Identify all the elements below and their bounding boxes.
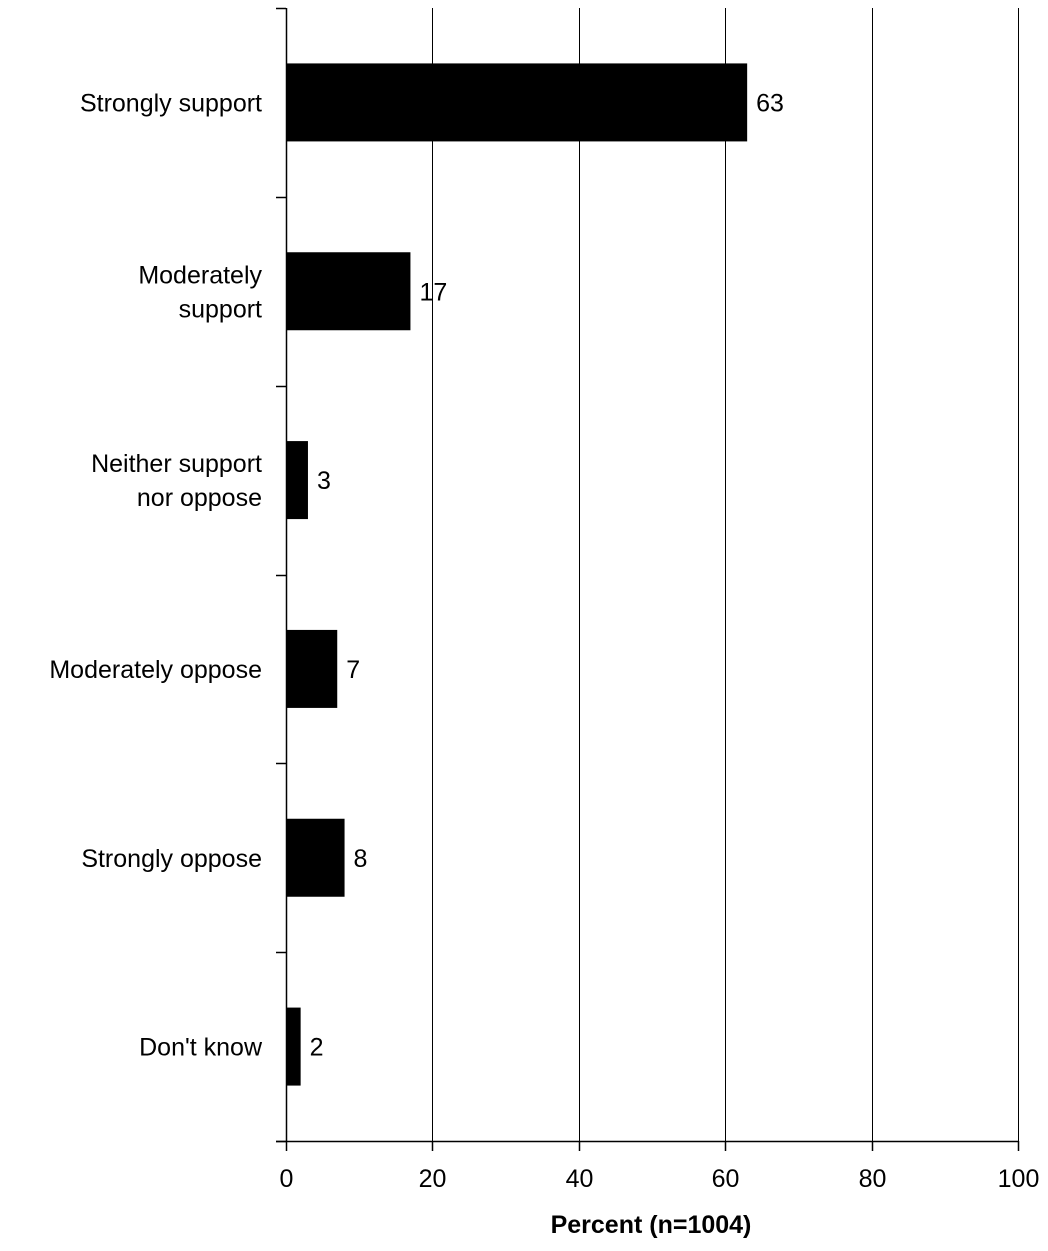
grid-lines — [432, 8, 1019, 1141]
bar-4 — [286, 818, 345, 897]
category-label-0: Strongly support — [80, 89, 262, 117]
x-axis-title: Percent (n=1004) — [551, 1211, 752, 1239]
data-label-2: 3 — [317, 467, 331, 495]
category-label-2: Neither support nor oppose — [91, 450, 262, 512]
category-label-line: support — [179, 295, 262, 323]
data-label-3: 7 — [346, 656, 360, 684]
category-label-line: Moderately oppose — [49, 656, 262, 684]
axes — [276, 7, 1020, 1151]
x-tick-label: 100 — [998, 1165, 1040, 1193]
x-tick-label: 20 — [419, 1165, 447, 1193]
bar-5 — [286, 1007, 301, 1086]
category-label-1: Moderately support — [138, 261, 262, 323]
category-label-line: Neither support — [91, 450, 262, 478]
labels: 0 20 40 60 80 100 63 Strongly support 17 Moderate… — [49, 89, 1039, 1193]
x-tick-label: 0 — [280, 1165, 294, 1193]
data-label-0: 63 — [756, 89, 784, 117]
category-label-line: Strongly oppose — [81, 845, 262, 873]
data-label-5: 2 — [310, 1034, 324, 1062]
x-tick-label: 60 — [712, 1165, 740, 1193]
category-label-line: Strongly support — [80, 89, 262, 117]
bars — [286, 63, 748, 1086]
category-label-5: Don't know — [139, 1034, 263, 1062]
category-label-line: Don't know — [139, 1034, 263, 1062]
bar-3 — [286, 629, 338, 708]
category-label-line: Moderately — [138, 261, 262, 289]
x-tick-label: 40 — [566, 1165, 594, 1193]
category-label-3: Moderately oppose — [49, 656, 262, 684]
bar-0 — [286, 63, 748, 142]
category-label-4: Strongly oppose — [81, 845, 262, 873]
category-label-line: nor oppose — [137, 484, 262, 512]
bar-2 — [286, 441, 308, 520]
bar-1 — [286, 252, 411, 331]
data-label-1: 17 — [419, 278, 447, 306]
data-label-4: 8 — [354, 845, 368, 873]
x-tick-label: 80 — [859, 1165, 887, 1193]
